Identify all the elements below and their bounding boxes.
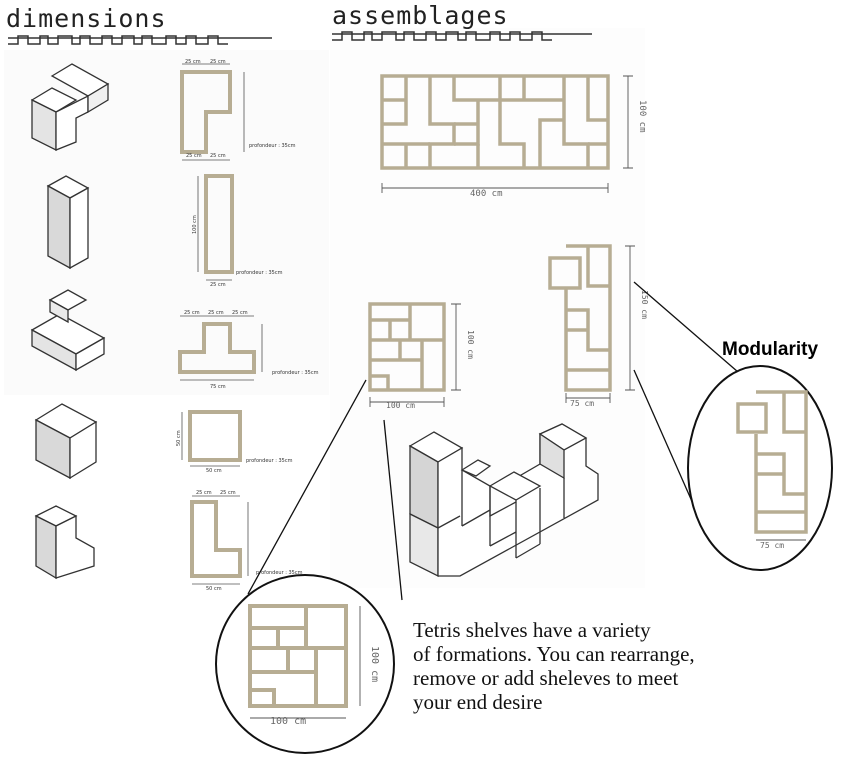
dim-t-depth-label: profondeur : 35cm	[272, 370, 319, 376]
dim-square-depth-label: profondeur : 35cm	[246, 458, 293, 464]
dim-i-width-label: 25 cm	[210, 282, 226, 288]
zoom-square-height-label: 100 cm	[369, 646, 380, 682]
dim-drawing-square	[181, 410, 242, 467]
assembly-square	[368, 302, 446, 392]
dim-drawing-i	[197, 174, 234, 281]
assembly-tall-height-label: 150 cm	[640, 290, 649, 319]
zoom-square-width-label: 100 cm	[270, 716, 306, 727]
dim-l-width-label: 50 cm	[206, 586, 222, 592]
dim-drawing-z	[180, 63, 245, 161]
dim-drawing-l	[190, 495, 249, 585]
zoom-leader-lines	[247, 281, 739, 601]
zoom-circle-square	[215, 574, 395, 754]
assembly-large-dims	[381, 75, 633, 193]
assembly-large-height-label: 100 cm	[637, 100, 647, 133]
assembly-tall-dims	[565, 245, 635, 403]
dim-z-depth-label: profondeur : 35cm	[249, 143, 296, 149]
assembly-square-dims	[369, 303, 461, 407]
dim-t-top-label-3: 25 cm	[232, 310, 248, 316]
dim-t-top-label-2: 25 cm	[208, 310, 224, 316]
dim-t-width-label: 75 cm	[210, 384, 226, 390]
zoom-tall-width-label: 75 cm	[760, 541, 784, 550]
caption-line-3: remove or add sheleves to meet	[413, 666, 679, 690]
iso-assembled-shelving	[408, 423, 599, 578]
dim-drawing-t	[178, 315, 263, 381]
dim-z-bottom-label-2: 25 cm	[210, 153, 226, 159]
dim-l-top-label-2: 25 cm	[220, 490, 236, 496]
caption-text: Tetris shelves have a variety of formati…	[413, 618, 813, 714]
dim-t-top-label-1: 25 cm	[184, 310, 200, 316]
dim-l-top-label-1: 25 cm	[196, 490, 212, 496]
iso-module-z	[30, 63, 110, 152]
assembly-large-wall	[380, 74, 610, 170]
assembly-tall	[548, 244, 612, 392]
title-ornament-right	[332, 31, 592, 41]
caption-line-4: your end desire	[413, 690, 543, 714]
dim-square-width-label: 50 cm	[206, 468, 222, 474]
dim-z-top-label: 25 cm	[185, 59, 201, 65]
assemblages-title: assemblages	[332, 1, 509, 30]
assembly-square-width-label: 100 cm	[386, 401, 415, 410]
dim-square-height-label: 50 cm	[176, 430, 182, 446]
caption-line-1: Tetris shelves have a variety	[413, 618, 651, 642]
iso-module-t	[30, 289, 106, 372]
dim-z-top-label-2: 25 cm	[210, 59, 226, 65]
zoom-circle-tall	[687, 365, 833, 571]
assembly-square-height-label: 100 cm	[466, 330, 475, 359]
iso-module-l	[34, 505, 95, 580]
assembly-tall-width-label: 75 cm	[570, 399, 594, 408]
assembly-large-width-label: 400 cm	[470, 189, 503, 199]
iso-module-i	[46, 175, 90, 270]
caption-line-2: of formations. You can rearrange,	[413, 642, 695, 666]
dim-l-depth-label: profondeur : 35cm	[256, 570, 303, 576]
dim-i-depth-label: profondeur : 35cm	[236, 270, 283, 276]
dim-z-bottom-label: 25 cm	[186, 153, 202, 159]
iso-module-square	[34, 403, 98, 480]
dim-i-height-label: 100 cm	[192, 215, 198, 234]
dimensions-title: dimensions	[6, 4, 167, 33]
modularity-label: Modularity	[722, 339, 819, 360]
title-ornament-left	[8, 35, 272, 45]
